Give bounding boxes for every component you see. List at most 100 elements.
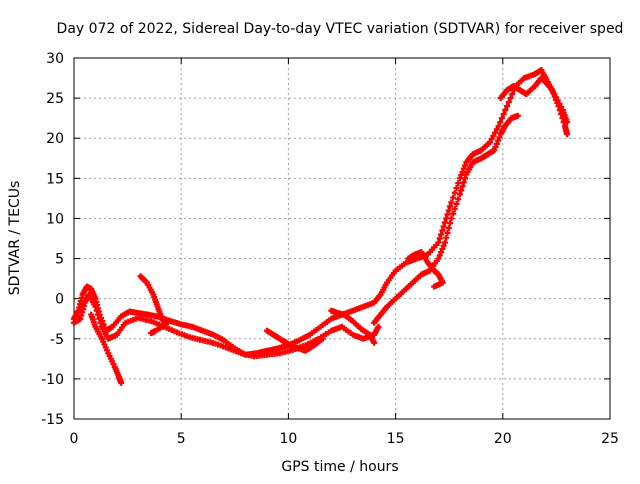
data-point bbox=[504, 103, 511, 110]
data-point bbox=[488, 136, 495, 143]
data-point bbox=[455, 180, 462, 187]
data-point bbox=[558, 111, 565, 118]
data-point bbox=[439, 245, 446, 252]
data-point bbox=[552, 96, 559, 103]
data-point bbox=[448, 215, 455, 222]
data-point bbox=[453, 184, 460, 191]
data-point bbox=[495, 123, 502, 130]
data-point bbox=[445, 225, 452, 232]
data-point bbox=[438, 231, 445, 238]
data-point bbox=[450, 210, 457, 217]
data-point bbox=[460, 179, 467, 186]
data-point bbox=[447, 203, 454, 210]
data-point bbox=[456, 191, 463, 198]
data-point bbox=[456, 175, 463, 182]
data-point bbox=[444, 229, 451, 236]
series-track-mid-a bbox=[263, 327, 326, 354]
data-point bbox=[492, 144, 499, 151]
data-point bbox=[460, 165, 467, 172]
data-point bbox=[93, 307, 100, 314]
data-point bbox=[509, 91, 516, 98]
series-track-rise-b bbox=[405, 249, 446, 290]
data-point bbox=[118, 379, 125, 386]
plot-border bbox=[73, 57, 611, 420]
y-tick-label: 15 bbox=[46, 171, 64, 187]
data-point bbox=[556, 107, 563, 114]
y-tick-label: 0 bbox=[55, 292, 64, 308]
data-point bbox=[492, 129, 499, 136]
data-point bbox=[436, 235, 443, 242]
data-point bbox=[444, 211, 451, 218]
data-point bbox=[462, 175, 469, 182]
series-track-lower bbox=[71, 291, 382, 360]
data-point bbox=[505, 99, 512, 106]
y-axis-label: SDTVAR / TECUs bbox=[7, 181, 23, 296]
data-point bbox=[453, 201, 460, 208]
plot-frame bbox=[73, 57, 611, 420]
data-point bbox=[459, 183, 466, 190]
y-tick-label: 25 bbox=[46, 91, 64, 107]
data-point bbox=[319, 335, 326, 342]
y-tick-label: -15 bbox=[41, 412, 64, 428]
data-point bbox=[445, 207, 452, 214]
data-point bbox=[448, 199, 455, 206]
data-point bbox=[507, 95, 514, 102]
data-point bbox=[458, 172, 465, 179]
data-point bbox=[97, 319, 104, 326]
data-point bbox=[491, 147, 498, 154]
data-series bbox=[71, 67, 571, 386]
data-point bbox=[438, 249, 445, 256]
data-point bbox=[440, 242, 447, 249]
data-point bbox=[371, 339, 378, 346]
data-point bbox=[559, 115, 566, 122]
data-point bbox=[451, 205, 458, 212]
data-point bbox=[450, 194, 457, 201]
x-tick-label: 20 bbox=[494, 431, 512, 447]
data-point bbox=[96, 315, 103, 322]
data-point bbox=[498, 115, 505, 122]
data-point bbox=[496, 134, 503, 141]
data-point bbox=[462, 162, 469, 169]
data-point bbox=[441, 219, 448, 226]
data-point bbox=[148, 330, 155, 337]
data-point bbox=[459, 168, 466, 175]
x-tick-label: 15 bbox=[387, 431, 405, 447]
data-point bbox=[486, 139, 493, 146]
data-point bbox=[435, 239, 442, 246]
data-point bbox=[550, 90, 557, 97]
chart-title: Day 072 of 2022, Sidereal Day-to-day VTE… bbox=[57, 21, 624, 37]
data-point bbox=[458, 187, 465, 194]
y-tick-label: -10 bbox=[41, 372, 64, 388]
data-point bbox=[555, 103, 562, 110]
x-tick-label: 0 bbox=[70, 431, 79, 447]
data-point bbox=[439, 227, 446, 234]
data-point bbox=[500, 111, 507, 118]
data-point bbox=[564, 131, 571, 138]
data-point bbox=[443, 215, 450, 222]
data-point bbox=[502, 107, 509, 114]
y-tick-label: 20 bbox=[46, 131, 64, 147]
data-point bbox=[497, 119, 504, 126]
data-point bbox=[514, 112, 521, 119]
data-point bbox=[560, 119, 567, 126]
data-point bbox=[495, 137, 502, 144]
data-point bbox=[375, 323, 382, 330]
data-point bbox=[431, 283, 438, 290]
x-tick-label: 10 bbox=[279, 431, 297, 447]
data-point bbox=[549, 87, 556, 94]
data-point bbox=[435, 255, 442, 262]
axis-ticks: 0 5 10 15 20 25 -15 -10 -5 0 5 10 15 20 25 30 bbox=[41, 51, 619, 447]
data-point bbox=[551, 93, 558, 100]
data-point bbox=[455, 196, 462, 203]
data-point bbox=[493, 126, 500, 133]
data-point bbox=[451, 189, 458, 196]
y-tick-label: 30 bbox=[46, 51, 64, 67]
series-track-branch-b bbox=[137, 273, 170, 337]
data-point bbox=[92, 303, 99, 310]
data-point bbox=[436, 252, 443, 259]
data-point bbox=[554, 99, 561, 106]
x-axis-label: GPS time / hours bbox=[281, 459, 398, 475]
